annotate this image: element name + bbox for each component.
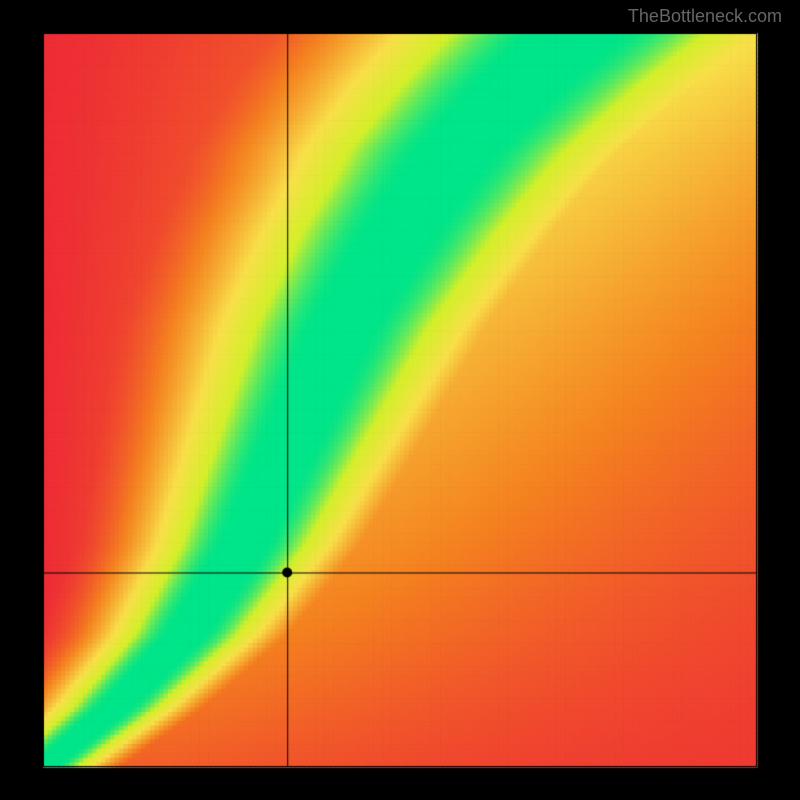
- watermark-text: TheBottleneck.com: [628, 6, 782, 27]
- chart-container: TheBottleneck.com: [0, 0, 800, 800]
- bottleneck-heatmap: [0, 0, 800, 800]
